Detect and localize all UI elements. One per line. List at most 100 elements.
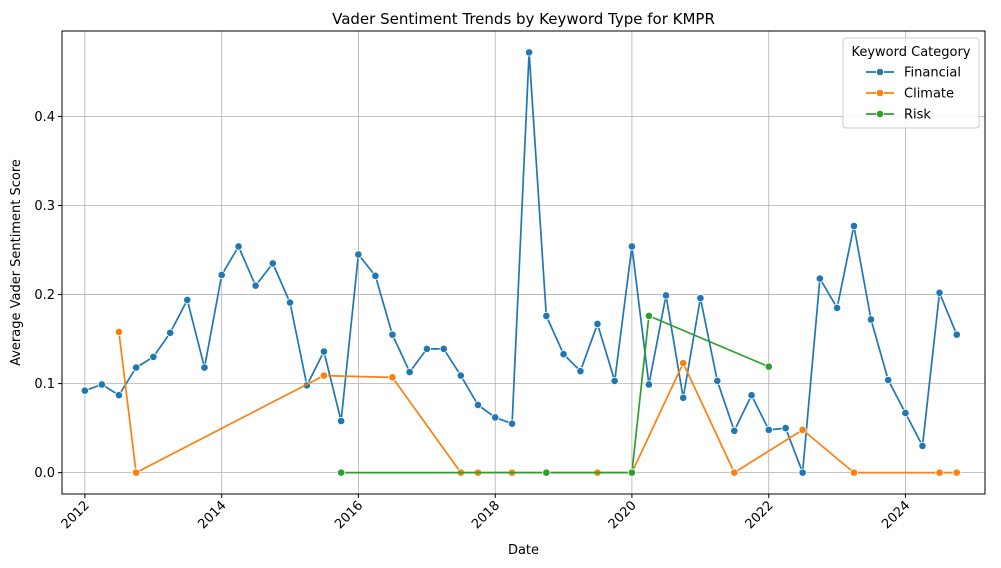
- legend-title: Keyword Category: [851, 45, 970, 60]
- data-point-financial: [439, 344, 448, 353]
- y-tick-label: 0.4: [34, 110, 55, 125]
- data-point-financial: [559, 350, 568, 359]
- x-tick-label: 2020: [606, 498, 640, 532]
- data-point-financial: [832, 303, 842, 313]
- legend-box: [842, 37, 980, 129]
- data-point-climate: [114, 327, 124, 337]
- data-point-financial: [713, 376, 722, 386]
- series-risk: [337, 311, 773, 477]
- data-point-financial: [952, 330, 961, 339]
- legend: Keyword Category Financial Climate Risk: [842, 37, 980, 129]
- data-point-financial: [268, 259, 277, 268]
- data-point-financial: [491, 413, 500, 422]
- data-point-financial: [200, 363, 209, 372]
- data-point-financial: [918, 441, 927, 451]
- x-tick-label: 2014: [196, 498, 230, 532]
- data-point-financial: [456, 371, 465, 380]
- data-point-financial: [251, 281, 260, 290]
- series-line-financial: [84, 51, 958, 474]
- data-point-risk: [627, 468, 637, 477]
- x-tick-label: 2024: [879, 498, 913, 532]
- data-point-financial: [183, 295, 192, 304]
- data-point-risk: [644, 311, 654, 321]
- grid: [62, 31, 985, 494]
- series: [80, 48, 961, 477]
- legend-marker: [875, 109, 885, 119]
- data-point-financial: [422, 344, 431, 353]
- data-point-financial: [849, 221, 859, 231]
- data-point-risk: [337, 468, 346, 477]
- data-point-financial: [644, 380, 654, 389]
- data-point-climate: [679, 359, 688, 368]
- data-point-climate: [132, 468, 141, 477]
- series-financial: [80, 48, 961, 477]
- data-point-financial: [901, 408, 910, 418]
- data-point-financial: [525, 48, 534, 57]
- data-point-financial: [285, 298, 295, 307]
- data-point-climate: [388, 373, 397, 382]
- data-point-financial: [405, 367, 414, 377]
- data-point-climate: [849, 468, 859, 477]
- data-point-financial: [764, 425, 773, 434]
- y-tick-label: 0.3: [34, 199, 55, 214]
- data-point-financial: [371, 271, 380, 280]
- data-point-climate: [952, 468, 961, 477]
- data-point-financial: [935, 288, 944, 297]
- axes: 2012 2014 2016 2018 2020 2022 2024 0.0 0.1 0.2 0.3…: [34, 110, 913, 532]
- data-point-financial: [149, 352, 158, 361]
- data-point-financial: [576, 367, 585, 376]
- legend-label: Risk: [904, 108, 931, 123]
- y-tick-label: 0.2: [34, 288, 55, 303]
- data-point-financial: [627, 242, 637, 251]
- y-tick-label: 0.0: [34, 466, 55, 481]
- data-point-financial: [866, 315, 876, 324]
- plot-frame: [61, 30, 986, 495]
- x-tick-label: 2016: [332, 498, 366, 532]
- data-point-financial: [610, 376, 619, 386]
- series-line-climate: [118, 331, 957, 474]
- y-axis-label: Average Vader Sentiment Score: [9, 159, 24, 366]
- data-point-financial: [97, 380, 106, 389]
- data-point-financial: [473, 400, 483, 410]
- data-point-financial: [815, 274, 824, 283]
- data-point-climate: [798, 425, 807, 434]
- data-point-financial: [337, 416, 346, 426]
- data-point-financial: [114, 391, 124, 400]
- data-point-financial: [388, 330, 397, 339]
- data-point-financial: [730, 426, 739, 435]
- data-point-climate: [935, 468, 944, 477]
- legend-item-risk: Risk: [866, 108, 931, 123]
- data-point-financial: [593, 319, 602, 329]
- data-point-financial: [884, 375, 893, 385]
- legend-label: Climate: [904, 87, 954, 102]
- x-tick-label: 2012: [59, 498, 93, 532]
- data-point-financial: [696, 294, 705, 303]
- data-point-financial: [798, 468, 807, 477]
- legend-marker: [875, 67, 885, 77]
- x-tick-label: 2022: [743, 498, 777, 532]
- data-point-financial: [507, 419, 517, 428]
- data-point-financial: [234, 242, 243, 251]
- data-point-financial: [542, 311, 551, 321]
- data-point-risk: [542, 468, 551, 477]
- data-point-financial: [80, 386, 89, 395]
- data-point-financial: [166, 328, 175, 337]
- x-tick-label: 2018: [469, 498, 503, 532]
- data-point-financial: [747, 391, 756, 400]
- data-point-financial: [781, 424, 790, 433]
- data-point-financial: [132, 363, 141, 372]
- y-tick-label: 0.1: [34, 377, 55, 392]
- data-point-financial: [354, 250, 363, 259]
- data-point-financial: [679, 393, 688, 402]
- data-point-financial: [661, 291, 671, 300]
- series-climate: [114, 327, 961, 477]
- x-axis-label: Date: [508, 543, 539, 558]
- legend-item-climate: Climate: [866, 87, 954, 102]
- legend-label: Financial: [904, 66, 961, 81]
- data-point-climate: [730, 468, 739, 477]
- legend-marker: [875, 88, 885, 98]
- chart-title: Vader Sentiment Trends by Keyword Type f…: [332, 10, 715, 28]
- legend-item-financial: Financial: [866, 66, 961, 81]
- data-point-financial: [319, 347, 329, 356]
